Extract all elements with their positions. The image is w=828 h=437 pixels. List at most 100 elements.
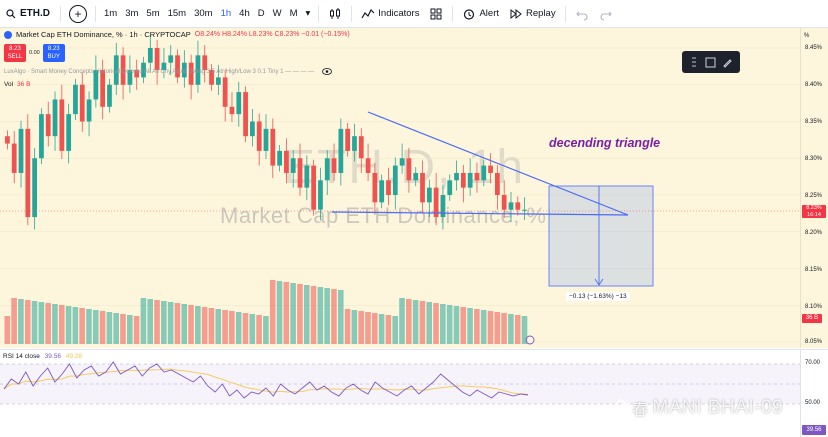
candle-body <box>120 55 126 85</box>
buy-label: BUY <box>47 54 60 60</box>
candle-body <box>11 143 17 173</box>
candle-body <box>32 158 38 218</box>
brush-icon[interactable] <box>722 56 734 68</box>
bar-countdown: 16:14 <box>807 211 821 218</box>
sell-buy-panel: 8.23 SELL 0.00 8.23 BUY <box>4 44 65 62</box>
sell-price: 8.23 <box>9 46 21 52</box>
candle-body <box>45 114 51 137</box>
support-line <box>331 211 629 216</box>
price-axis[interactable]: 8.45% 8.40% 8.35% 8.30% 8.25% 8.20% 8.15% 8.10%… <box>800 28 828 348</box>
candle-body <box>59 99 65 151</box>
volume-bar <box>399 298 405 344</box>
drag-handle-icon[interactable] <box>688 56 700 68</box>
candle-body <box>100 70 106 107</box>
candle-body <box>175 55 180 78</box>
symbol-legend: Market Cap ETH Dominance, % · 1h · CRYPT… <box>4 30 350 39</box>
volume-bar <box>242 313 249 344</box>
volume-bar <box>4 316 11 344</box>
eye-icon[interactable] <box>321 68 332 75</box>
chart-type-button[interactable] <box>323 7 347 21</box>
candle-body <box>290 158 296 173</box>
timeframe-3m[interactable]: 3m <box>125 8 139 19</box>
volume-bar <box>24 300 31 344</box>
candle-body <box>413 172 419 181</box>
price-axis-label: 8.45% <box>805 45 823 51</box>
volume-bar <box>31 301 38 344</box>
volume-bar <box>133 316 140 344</box>
candles-icon <box>330 7 341 19</box>
candle-body <box>352 136 357 151</box>
lightning-icon <box>525 335 535 345</box>
volume-bar <box>167 302 174 344</box>
candle-body <box>181 62 187 78</box>
timeframe-4h[interactable]: 4h <box>239 8 250 19</box>
volume-bar <box>106 312 113 344</box>
price-axis-label: 8.20% <box>805 230 823 236</box>
rectangle-tool-icon[interactable] <box>705 56 717 68</box>
undo-button[interactable] <box>570 7 594 21</box>
redo-button[interactable] <box>594 7 618 21</box>
timeframe-15m[interactable]: 15m <box>167 8 187 19</box>
templates-button[interactable] <box>424 7 448 21</box>
volume-bar <box>378 314 385 344</box>
compare-symbol-button[interactable]: + <box>69 4 87 23</box>
main-chart-pane[interactable]: ETH.D, 1h Market Cap ETH Dominance, % Ma… <box>0 28 800 348</box>
rsi-pane[interactable]: RSI 14 close 39.56 49.28 <box>0 349 800 437</box>
alarm-clock-icon <box>464 8 475 20</box>
sell-button[interactable]: 8.23 SELL <box>4 44 26 62</box>
price-axis-label: 8.30% <box>805 156 823 162</box>
price-axis-label: 8.35% <box>805 119 823 125</box>
candle-body <box>311 165 317 210</box>
candle-body <box>127 70 133 85</box>
timeframe-menu-button[interactable]: ▾ <box>305 8 311 19</box>
volume-bar <box>290 283 296 344</box>
volume-bar <box>58 305 65 344</box>
timeframe-5m[interactable]: 5m <box>146 8 160 19</box>
price-axis-label: 8.15% <box>805 267 823 273</box>
timeframe-1m[interactable]: 1m <box>104 8 118 19</box>
rsi-axis[interactable]: 70.00 50.00 <box>800 349 828 437</box>
volume-bar <box>385 315 392 344</box>
timeframe-1h[interactable]: 1h <box>220 8 232 19</box>
volume-bar <box>460 307 467 344</box>
indicators-button[interactable]: Indicators <box>356 7 424 21</box>
candle-body <box>52 99 58 137</box>
volume-bar <box>92 310 99 344</box>
grid-icon <box>430 8 442 19</box>
candle-body <box>66 114 72 151</box>
buy-button[interactable]: 8.23 BUY <box>42 44 65 62</box>
candle-body <box>433 187 439 218</box>
luxalgo-indicator-legend[interactable]: LuxAlgo · Smart Money Concepts Historica… <box>4 68 332 75</box>
volume-bar <box>276 281 283 344</box>
candle-body <box>18 128 24 173</box>
timeframe-w[interactable]: W <box>272 8 282 19</box>
volume-bar <box>406 299 412 344</box>
toolbar-divider <box>564 5 566 22</box>
replay-label: Replay <box>526 8 556 19</box>
alert-button[interactable]: Alert <box>457 7 504 21</box>
volume-bar <box>501 313 507 344</box>
volume-tag: 36 B <box>802 314 822 323</box>
volume-legend: Vol 36 B <box>4 81 30 88</box>
timeframe-30m[interactable]: 30m <box>194 8 213 19</box>
candle-body <box>113 55 119 85</box>
volume-bar <box>297 284 303 344</box>
replay-button[interactable]: Replay <box>504 7 561 21</box>
luxalgo-legend-text: LuxAlgo · Smart Money Concepts Historica… <box>4 69 315 76</box>
toolbar-divider <box>95 5 96 22</box>
volume-bar <box>235 312 242 344</box>
measure-arrow-head <box>594 278 604 286</box>
legend-title: Market Cap ETH Dominance, % · 1h · CRYPT… <box>16 30 191 39</box>
volume-bar <box>521 316 528 344</box>
candle-body <box>284 150 289 173</box>
volume-bar <box>11 298 17 344</box>
candle-body <box>508 202 514 210</box>
last-price-tag: 8.23% 16:14 <box>802 205 826 218</box>
timeframe-d[interactable]: D <box>257 8 265 19</box>
symbol-search-button[interactable]: ETH.D <box>0 0 56 28</box>
pattern-annotation[interactable]: decending triangle <box>549 136 661 150</box>
timeframe-m[interactable]: M <box>289 8 298 19</box>
candle-body <box>304 165 310 188</box>
candle-body <box>392 165 398 195</box>
candle-body <box>372 172 378 203</box>
